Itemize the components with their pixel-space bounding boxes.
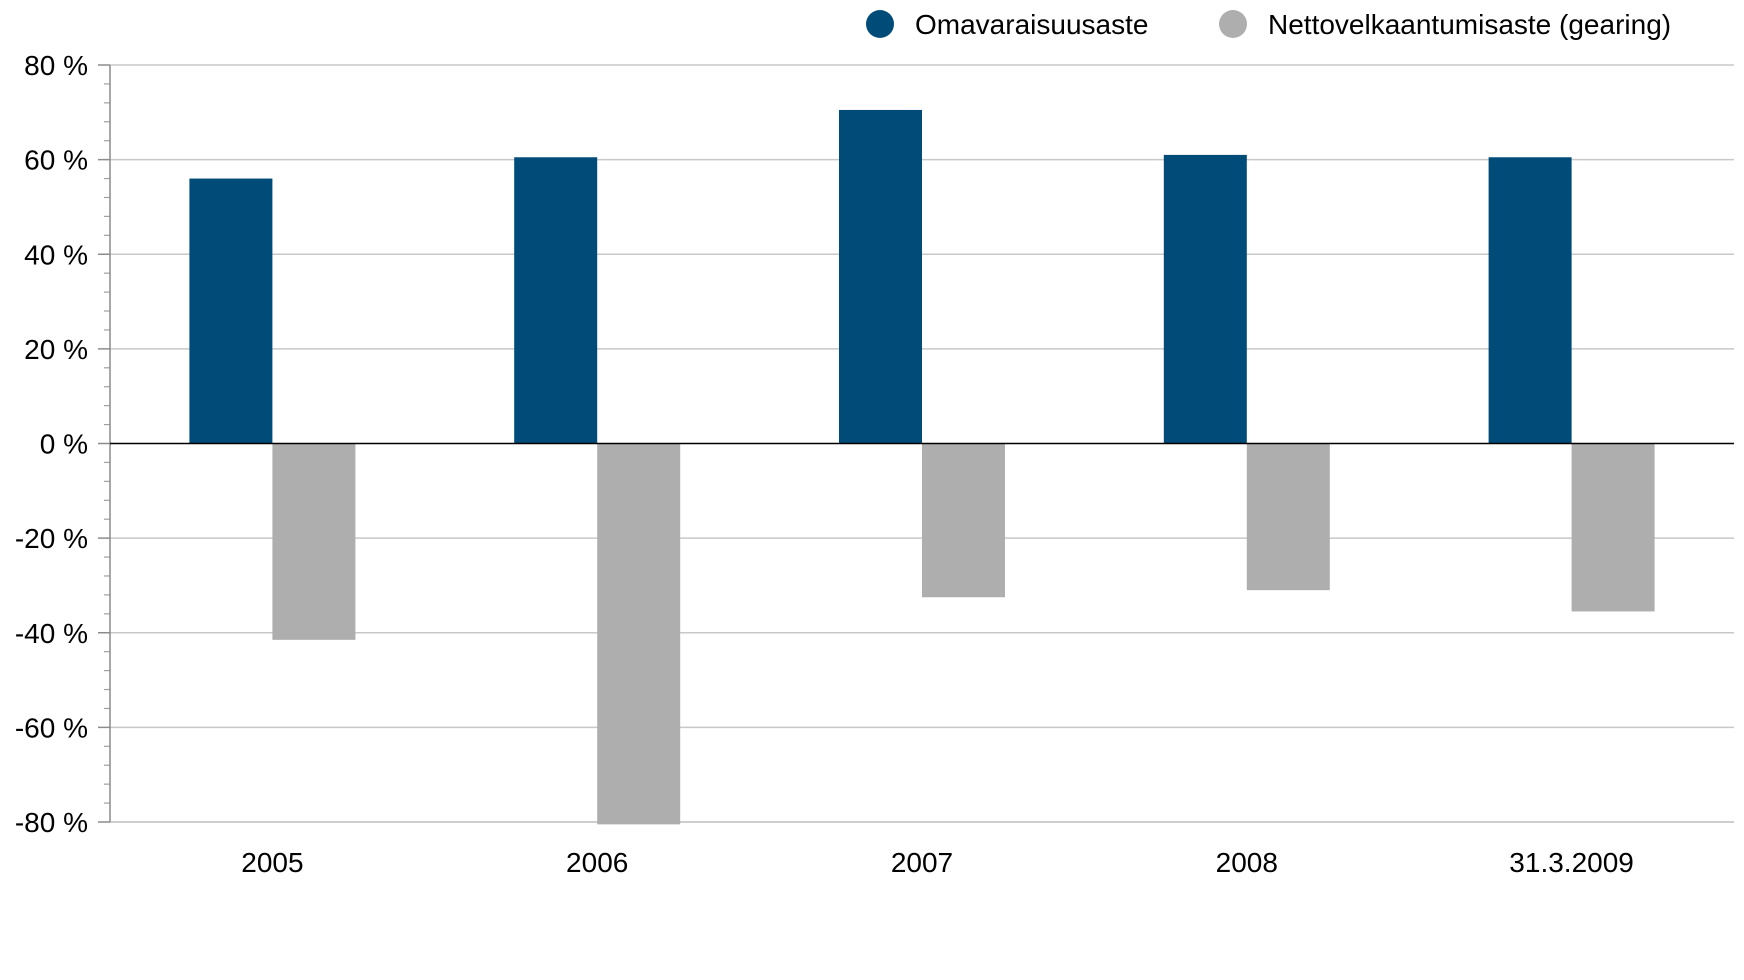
minor-ticks	[104, 83, 110, 804]
bar-nettovelkaantumisaste-3	[1246, 443, 1330, 591]
bar-nettovelkaantumisaste-0	[272, 443, 356, 640]
y-axis-tick-labels: 80 % 60 % 40 % 20 % 0 % -20 % -40 % -60 % -80 %	[15, 50, 88, 838]
bar-nettovelkaantumisaste-4	[1571, 443, 1655, 612]
y-tick-label: 60 %	[24, 145, 88, 176]
legend-label: Omavaraisuusaste	[915, 9, 1148, 40]
axes	[98, 64, 1734, 823]
bar-omavaraisuusaste-3	[1163, 154, 1247, 444]
y-tick-label: 0 %	[40, 429, 88, 460]
x-tick-label: 2006	[566, 847, 628, 878]
x-axis-tick-labels: 2005 2006 2007 2008 31.3.2009	[241, 847, 1634, 878]
x-tick-label: 31.3.2009	[1509, 847, 1634, 878]
y-tick-label: 80 %	[24, 50, 88, 81]
legend-item: Omavaraisuusaste	[866, 9, 1148, 40]
y-tick-label: -20 %	[15, 523, 88, 554]
x-tick-label: 2007	[891, 847, 953, 878]
legend-label: Nettovelkaantumisaste (gearing)	[1268, 9, 1671, 40]
legend-item: Nettovelkaantumisaste (gearing)	[1219, 9, 1671, 40]
legend: Omavaraisuusaste Nettovelkaantumisaste (g…	[866, 9, 1671, 40]
y-tick-label: 40 %	[24, 239, 88, 270]
y-tick-label: -80 %	[15, 807, 88, 838]
bar-nettovelkaantumisaste-2	[922, 443, 1005, 598]
bar-omavaraisuusaste-4	[1488, 157, 1572, 444]
x-tick-label: 2005	[241, 847, 303, 878]
bar-omavaraisuusaste-0	[189, 178, 273, 444]
y-tick-label: -40 %	[15, 618, 88, 649]
legend-marker	[866, 10, 894, 38]
y-tick-label: 20 %	[24, 334, 88, 365]
bar-omavaraisuusaste-2	[839, 109, 922, 444]
bars	[189, 109, 1655, 825]
y-tick-label: -60 %	[15, 712, 88, 743]
legend-marker	[1219, 10, 1247, 38]
x-tick-label: 2008	[1216, 847, 1278, 878]
bar-nettovelkaantumisaste-1	[597, 443, 681, 825]
bar-omavaraisuusaste-1	[514, 157, 598, 444]
